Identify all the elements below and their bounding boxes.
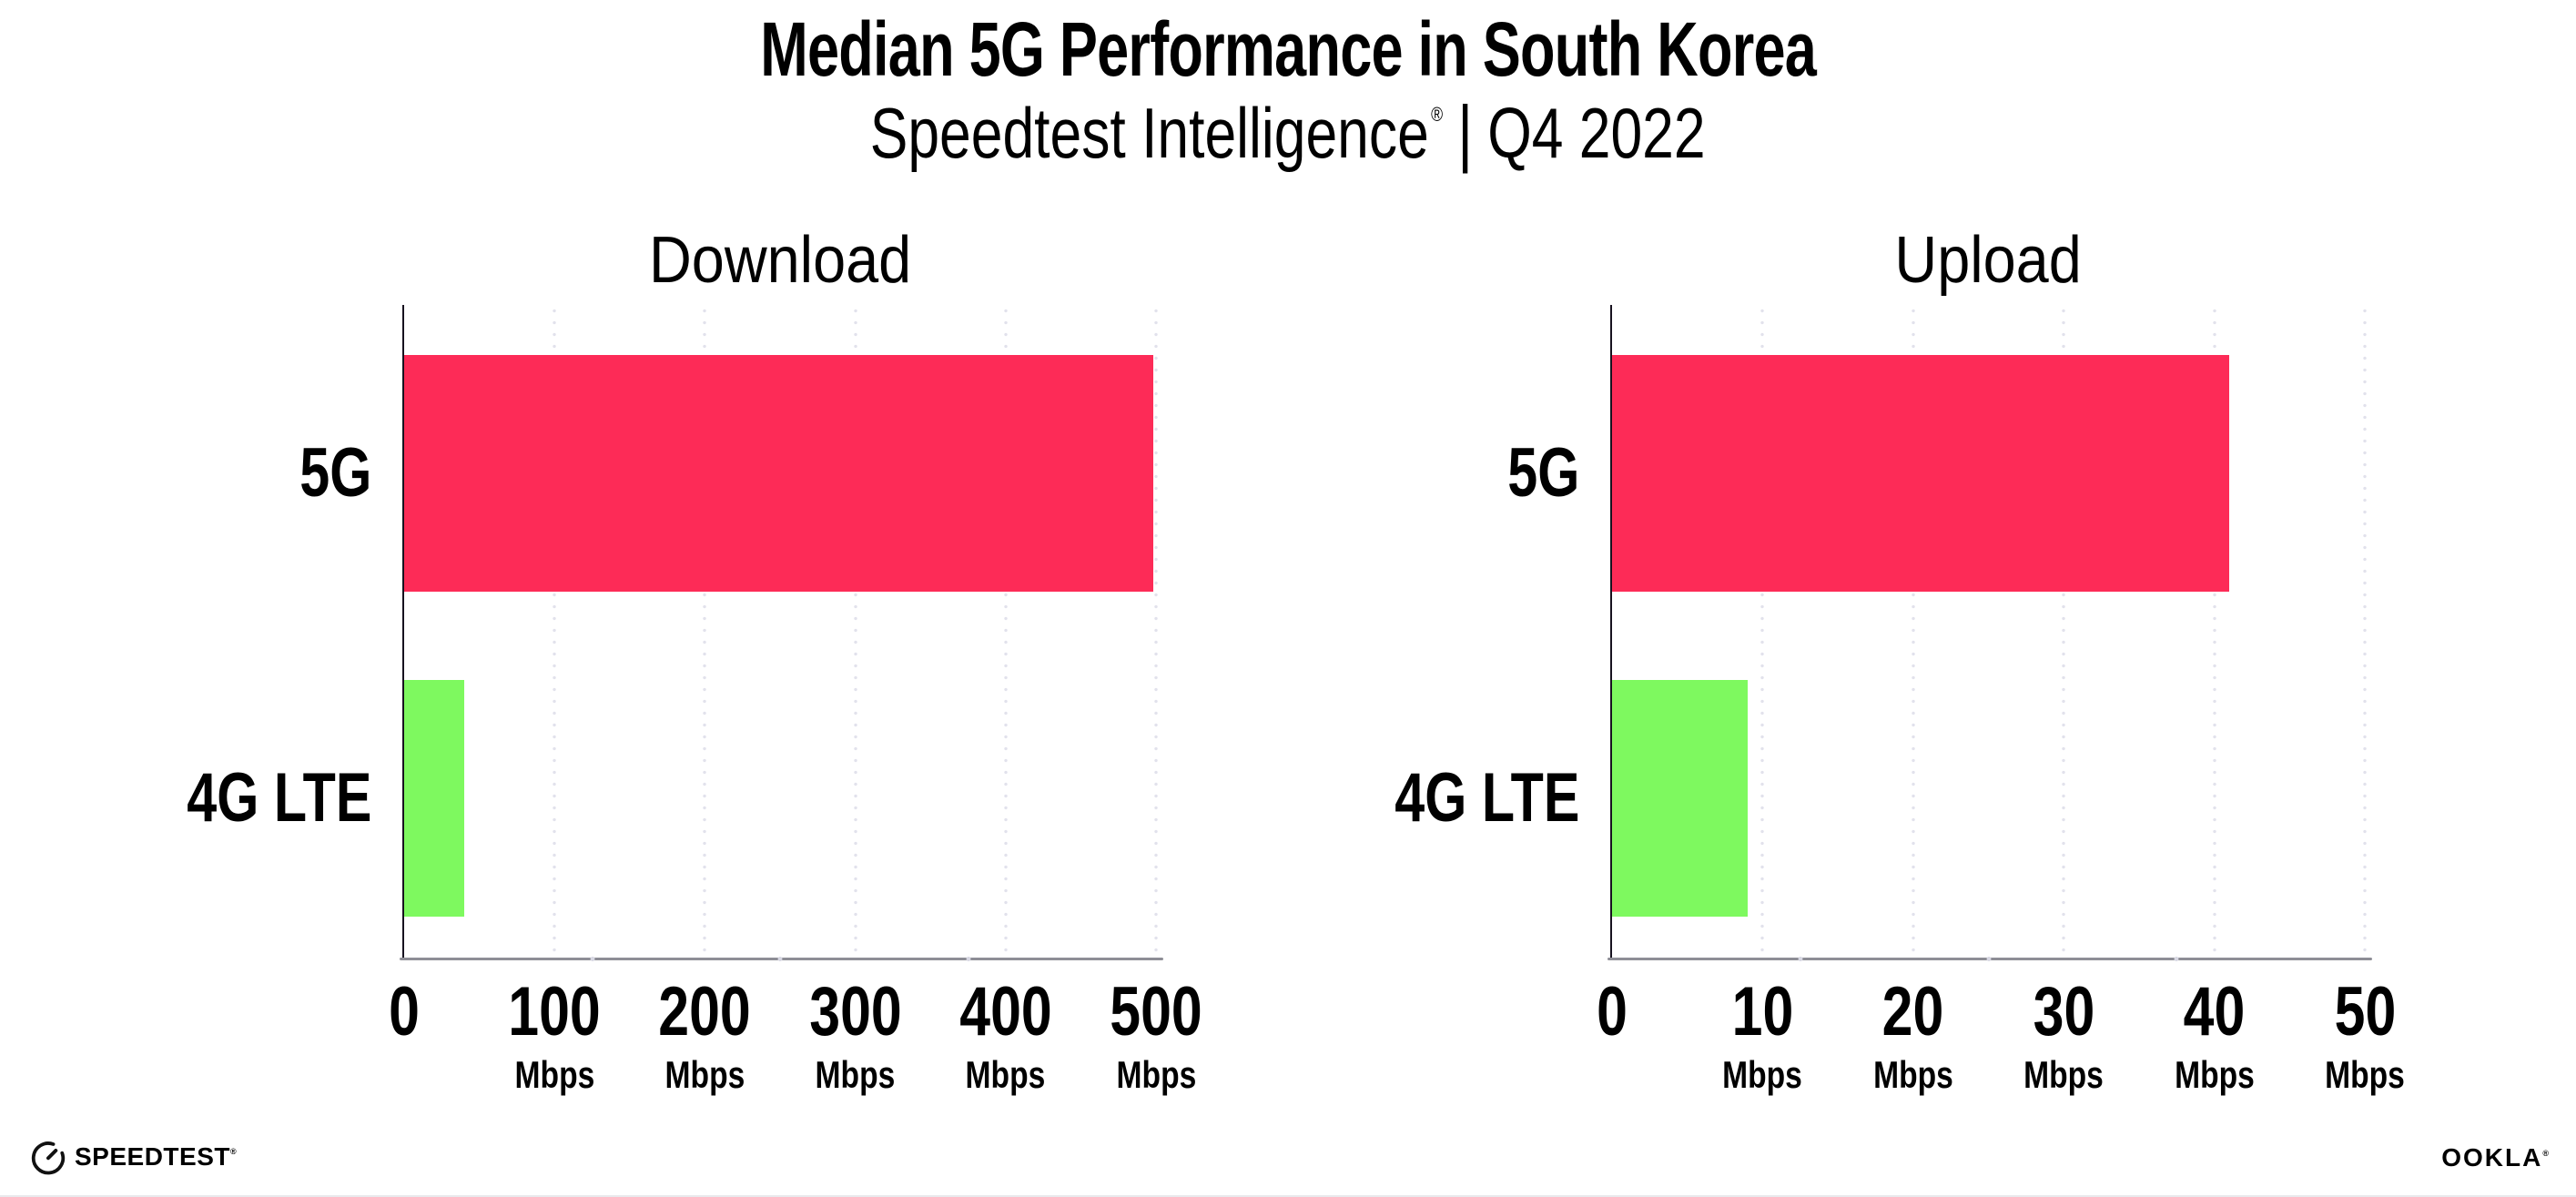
x-tick-20: 20 Mbps: [1863, 976, 1963, 1098]
x-tick-unit: Mbps: [2325, 1053, 2405, 1096]
speedtest-registered-mark: ®: [229, 1147, 237, 1156]
x-tick-unit: Mbps: [514, 1053, 595, 1096]
gridline-300: [853, 305, 857, 959]
subtitle-period: Q4 2022: [1487, 93, 1706, 173]
category-label-5g: 5G: [1506, 434, 1579, 512]
x-tick-0: 0: [1597, 973, 1628, 1050]
bar-upload-4g-lte: [1612, 680, 1748, 917]
download-chart-title: Download: [648, 224, 912, 297]
x-tick-100: 100 Mbps: [497, 976, 613, 1098]
minor-tick-dot: [777, 957, 783, 961]
download-chart-plot: 5G 4G LTE: [187, 305, 1163, 961]
gridline-10: [1760, 305, 1765, 959]
x-tick-40: 40 Mbps: [2165, 976, 2265, 1098]
minor-tick-dot: [590, 957, 594, 961]
x-tick-200: 200 Mbps: [647, 976, 763, 1098]
gridline-20: [1911, 305, 1915, 959]
x-tick-unit: Mbps: [2023, 1053, 2104, 1096]
bar-download-4g-lte: [404, 680, 465, 917]
minor-tick-dot: [966, 957, 970, 961]
gridline-400: [1003, 305, 1008, 959]
gridline-500: [1154, 305, 1158, 959]
x-tick-300: 300 Mbps: [797, 976, 913, 1098]
bar-upload-5g: [1612, 355, 2230, 592]
x-tick-unit: Mbps: [965, 1053, 1046, 1096]
x-tick-0: 0: [389, 973, 420, 1050]
ookla-logo: OOKLA®: [2441, 1143, 2549, 1172]
registered-mark: ®: [1431, 103, 1444, 126]
category-label-4g-lte: 4G LTE: [186, 759, 371, 837]
x-tick-50: 50 Mbps: [2315, 976, 2415, 1098]
minor-tick-dot: [2174, 957, 2179, 961]
gridline-200: [703, 305, 707, 959]
x-tick-unit: Mbps: [815, 1053, 896, 1096]
ookla-registered-mark: ®: [2542, 1149, 2549, 1158]
page-subtitle: Speedtest Intelligence ® | Q4 2022: [0, 89, 2576, 177]
upload-x-axis-ticks: 0 10 Mbps 20 Mbps 30 Mbps 40 Mbps 50 Mbps: [1597, 976, 2405, 1121]
upload-chart-title: Upload: [1894, 224, 2083, 297]
x-tick-unit: Mbps: [664, 1053, 745, 1096]
ookla-logo-text: OOKLA: [2441, 1143, 2543, 1172]
x-tick-unit: Mbps: [1872, 1053, 1953, 1096]
download-x-axis-ticks: 0 100 Mbps 200 Mbps 300 Mbps 400 Mbps 500 Mbps: [389, 976, 1202, 1121]
gridline-40: [2212, 305, 2216, 959]
x-tick-unit: Mbps: [1116, 1053, 1196, 1096]
category-label-5g: 5G: [299, 434, 371, 512]
subtitle-brand: Speedtest Intelligence: [870, 93, 1430, 173]
x-tick-400: 400 Mbps: [948, 976, 1063, 1098]
minor-tick-dot: [1986, 957, 1991, 961]
minor-tick-dot: [1798, 957, 1803, 961]
x-tick-unit: Mbps: [1722, 1053, 1803, 1096]
gridline-50: [2363, 305, 2367, 959]
x-tick-10: 10 Mbps: [1713, 976, 1813, 1098]
bar-download-5g: [404, 355, 1153, 592]
page-title: Median 5G Performance in South Korea: [0, 5, 2576, 92]
gridline-100: [553, 305, 557, 959]
subtitle-divider: |: [1457, 91, 1474, 174]
bottom-edge-divider: [0, 1195, 2576, 1197]
speedtest-gauge-icon: [31, 1141, 66, 1175]
category-label-4g-lte: 4G LTE: [1394, 759, 1579, 837]
page-title-text: Median 5G Performance in South Korea: [760, 5, 1817, 92]
x-tick-unit: Mbps: [2174, 1053, 2255, 1096]
gridline-30: [2062, 305, 2066, 959]
x-tick-500: 500 Mbps: [1099, 976, 1214, 1098]
speedtest-logo-text: SPEEDTEST®: [75, 1142, 237, 1171]
x-tick-30: 30 Mbps: [2013, 976, 2114, 1098]
speedtest-logo: SPEEDTEST®: [30, 1138, 237, 1176]
upload-chart-plot: 5G 4G LTE: [1394, 305, 2372, 961]
